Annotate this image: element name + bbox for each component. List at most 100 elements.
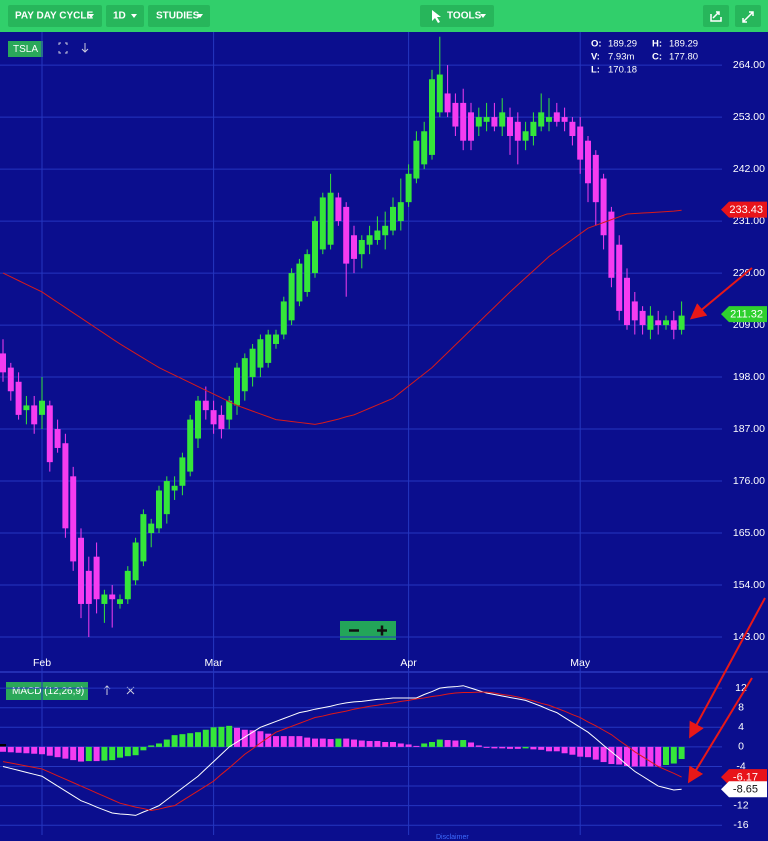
y-tick-label: 220.00 xyxy=(733,267,765,279)
annotation-arrow xyxy=(689,597,766,739)
histogram-bar xyxy=(335,738,342,747)
histogram-bar xyxy=(163,739,170,747)
tools-label: TOOLS xyxy=(447,11,482,22)
histogram-bar xyxy=(101,746,108,761)
histogram-bar xyxy=(678,746,685,760)
y-tick-label: 143.00 xyxy=(733,631,765,643)
candle-body xyxy=(444,93,451,113)
candle-body xyxy=(351,235,357,259)
candle-body xyxy=(569,121,576,136)
info-key: O: xyxy=(591,39,602,50)
candle-body xyxy=(366,235,373,245)
candle-body xyxy=(319,197,326,250)
candle-body xyxy=(631,301,638,321)
y-tick-label: 0 xyxy=(738,741,744,753)
histogram-bar xyxy=(210,727,217,747)
histogram-bar xyxy=(624,746,630,766)
candle-body xyxy=(335,197,342,222)
histogram-bar xyxy=(358,740,365,747)
candle-body xyxy=(148,523,155,534)
menu-label: STUDIES xyxy=(156,11,200,22)
candle-body xyxy=(124,570,131,600)
histogram-bar xyxy=(70,746,77,761)
candle-body xyxy=(93,556,100,600)
macd-line xyxy=(2,691,682,812)
histogram-bar xyxy=(93,746,100,762)
candle-body xyxy=(358,239,365,255)
histogram-bar xyxy=(475,745,482,747)
candle-body xyxy=(0,353,6,373)
menu-button[interactable] xyxy=(148,5,210,27)
caret xyxy=(88,14,94,18)
histogram-bar xyxy=(195,732,201,747)
candle-body xyxy=(23,405,30,411)
info-key: C: xyxy=(652,52,662,63)
info-value: 189.29 xyxy=(608,39,637,50)
histogram-bar xyxy=(312,738,318,747)
candle-body xyxy=(546,117,552,122)
candle-body xyxy=(85,570,92,604)
histogram-bar xyxy=(140,746,147,751)
price-tag-label: -8.65 xyxy=(733,784,758,796)
x-tick-label: May xyxy=(570,657,591,669)
candle-body xyxy=(54,429,61,448)
x-tick-label: Feb xyxy=(33,657,51,669)
histogram-bar xyxy=(483,746,490,748)
histogram-bar xyxy=(54,746,61,758)
candle-body xyxy=(156,490,162,529)
histogram-bar xyxy=(187,733,194,747)
histogram-bar xyxy=(280,736,287,747)
candle-body xyxy=(553,112,560,122)
info-key: V: xyxy=(591,52,600,63)
histogram-bar xyxy=(319,738,326,747)
info-value: 189.29 xyxy=(669,39,698,50)
histogram-bar xyxy=(327,739,334,747)
footer-link[interactable]: Disclaimer xyxy=(436,834,469,841)
y-tick-label: -16 xyxy=(733,819,748,831)
candle-body xyxy=(210,410,217,425)
histogram-bar xyxy=(62,746,69,759)
histogram-bar xyxy=(382,741,389,747)
price-tag-label: 233.43 xyxy=(729,204,763,216)
menu-button[interactable] xyxy=(106,5,144,27)
caret xyxy=(131,14,137,18)
histogram-bar xyxy=(202,729,209,747)
histogram-bar xyxy=(608,746,615,765)
histogram-bar xyxy=(530,746,537,750)
histogram-bar xyxy=(7,746,14,753)
annotation-arrow xyxy=(687,677,753,784)
price-tag xyxy=(721,306,767,323)
candle-body xyxy=(670,320,677,330)
y-tick-label: 242.00 xyxy=(733,163,765,175)
candle-body xyxy=(491,117,498,127)
download-icon[interactable] xyxy=(81,43,89,53)
candle-body xyxy=(600,178,607,236)
histogram-bar xyxy=(343,738,350,747)
candle-body xyxy=(140,514,147,562)
symbol-box xyxy=(8,41,43,57)
histogram-bar xyxy=(124,746,131,757)
histogram-bar xyxy=(670,746,677,764)
candle-body xyxy=(280,301,287,335)
candle-body xyxy=(616,244,623,311)
candle-body xyxy=(663,320,669,326)
plus-icon xyxy=(377,625,387,636)
histogram-bar xyxy=(397,743,404,747)
histogram-bar xyxy=(616,746,623,765)
annotation-arrow xyxy=(689,267,753,320)
candle-body xyxy=(241,358,248,392)
candle-body xyxy=(70,476,77,562)
histogram-bar xyxy=(366,741,373,747)
menu-label: PAY DAY CYCLE xyxy=(15,11,94,22)
histogram-bar xyxy=(429,741,435,747)
candle-body xyxy=(46,405,53,463)
candle-body xyxy=(639,310,646,326)
fullscreen-icon[interactable] xyxy=(58,42,68,54)
histogram-bar xyxy=(85,746,92,762)
menu-button[interactable] xyxy=(8,5,102,27)
candle-body xyxy=(452,102,459,127)
study-box xyxy=(6,682,88,700)
caret xyxy=(197,14,203,18)
price-tag xyxy=(721,781,767,798)
histogram-bar xyxy=(241,729,248,747)
